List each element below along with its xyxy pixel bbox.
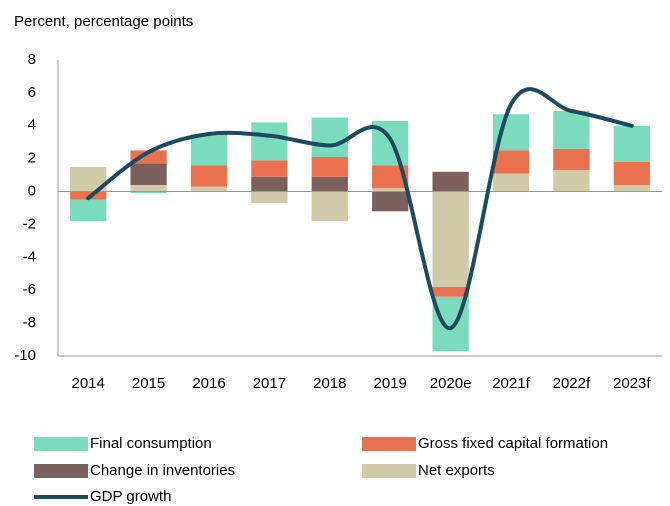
bar-segment [492, 150, 530, 174]
bar-segment [70, 199, 107, 222]
y-tick-label: 6 [28, 84, 36, 101]
legend-swatch [34, 464, 88, 478]
bar-segment [311, 117, 348, 158]
bar-segment [130, 191, 167, 194]
bar-segment [311, 191, 348, 222]
legend-label: Change in inventories [90, 462, 235, 479]
bar-segment [553, 110, 590, 149]
bar-segment [130, 184, 167, 192]
x-tick-label: 2017 [253, 375, 286, 392]
y-tick-label: -8 [23, 314, 36, 331]
legend-label: Final consumption [90, 435, 212, 452]
x-tick-label: 2014 [72, 375, 105, 392]
bar-segment [190, 134, 228, 166]
y-tick-label: 8 [28, 51, 36, 68]
bar-segment [251, 191, 288, 204]
y-tick-label: 2 [28, 150, 36, 167]
x-tick-label: 2023f [613, 375, 651, 392]
bar-segment [432, 171, 469, 192]
legend-label: GDP growth [90, 488, 171, 505]
x-tick-label: 2019 [374, 375, 407, 392]
x-tick-label: 2020e [430, 375, 472, 392]
y-tick-label: -10 [14, 347, 36, 364]
bar-segment [130, 150, 167, 164]
bar-segment [372, 165, 409, 189]
chart-subtitle: Percent, percentage points [14, 13, 193, 30]
bar-segment [190, 186, 228, 192]
bar-segment [311, 176, 348, 192]
legend-swatch [34, 437, 88, 451]
bar-segment [251, 160, 288, 177]
legend-swatch [362, 464, 416, 478]
bar-segment [492, 173, 530, 192]
x-tick-label: 2016 [192, 375, 225, 392]
bar-segment [251, 176, 288, 192]
legend-swatch [362, 437, 416, 451]
x-tick-label: 2018 [313, 375, 346, 392]
bar-segment [613, 184, 650, 192]
bar-segment [553, 170, 590, 192]
x-tick-label: 2015 [132, 375, 165, 392]
x-tick-label: 2021f [492, 375, 530, 392]
bar-segment [432, 191, 469, 287]
x-tick-label: 2022f [553, 375, 591, 392]
y-tick-label: -2 [23, 215, 36, 232]
legend-label: Net exports [418, 462, 495, 479]
bar-segment [251, 122, 288, 161]
bar-segment [432, 286, 469, 297]
bar-segment [372, 191, 409, 212]
bar-segment [553, 148, 590, 171]
bar-segment [613, 125, 650, 162]
bar-segment [311, 157, 348, 177]
bar-segment [372, 188, 409, 192]
y-tick-label: -6 [23, 281, 36, 298]
line-series [86, 87, 634, 330]
bar-segment [613, 161, 650, 185]
bar-segment [130, 163, 167, 185]
y-tick-label: -4 [23, 248, 36, 265]
bar-segment [190, 165, 228, 187]
y-tick-label: 0 [28, 183, 36, 200]
legend-label: Gross fixed capital formation [418, 435, 608, 452]
y-tick-label: 4 [28, 117, 36, 134]
